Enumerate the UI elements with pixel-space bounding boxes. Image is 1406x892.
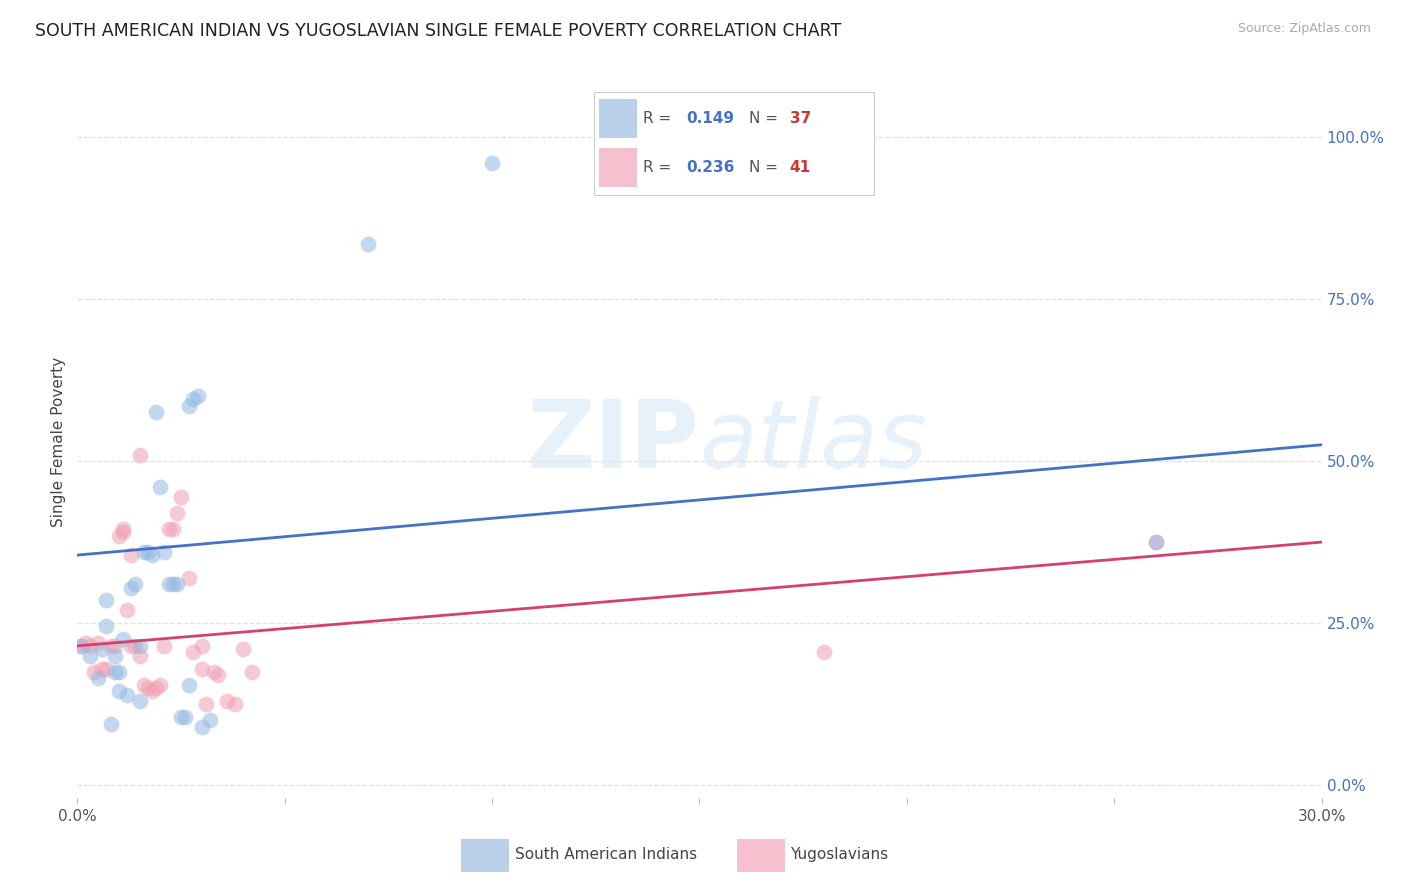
Point <box>162 577 184 591</box>
Point <box>240 665 263 679</box>
Point <box>191 662 214 676</box>
Point <box>174 710 197 724</box>
Point <box>813 645 835 659</box>
Point <box>132 545 155 559</box>
Text: atlas: atlas <box>700 396 928 487</box>
Point <box>96 662 118 676</box>
Point <box>100 639 122 653</box>
Point <box>136 681 159 695</box>
Point <box>162 522 184 536</box>
Point <box>179 399 201 413</box>
Point <box>481 155 503 169</box>
FancyBboxPatch shape <box>461 838 509 871</box>
Point <box>75 635 97 649</box>
Point <box>87 635 110 649</box>
Point <box>91 642 114 657</box>
Point <box>120 639 142 653</box>
FancyBboxPatch shape <box>737 838 785 871</box>
Point <box>128 639 150 653</box>
Point <box>194 698 217 712</box>
Text: South American Indians: South American Indians <box>515 847 697 862</box>
Point <box>157 522 180 536</box>
Point <box>120 548 142 562</box>
Point <box>120 581 142 595</box>
Point <box>104 639 127 653</box>
Point <box>108 665 131 679</box>
Point <box>115 688 138 702</box>
Point <box>91 662 114 676</box>
Point <box>145 681 167 695</box>
Point <box>128 448 150 462</box>
Point <box>115 603 138 617</box>
Point <box>87 671 110 685</box>
Point <box>149 480 172 494</box>
Point <box>141 548 163 562</box>
Point <box>191 720 214 734</box>
Point <box>191 639 214 653</box>
Point <box>128 648 150 663</box>
Point <box>183 392 205 407</box>
Point <box>198 714 221 728</box>
Point <box>136 545 159 559</box>
Point <box>202 665 225 679</box>
Point <box>179 571 201 585</box>
Point <box>153 639 176 653</box>
Point <box>124 639 146 653</box>
Point <box>1144 535 1167 549</box>
Point <box>111 632 134 647</box>
Point <box>157 577 180 591</box>
Point <box>108 684 131 698</box>
Point <box>124 577 146 591</box>
Point <box>170 490 193 504</box>
Text: Source: ZipAtlas.com: Source: ZipAtlas.com <box>1237 22 1371 36</box>
Point <box>232 642 254 657</box>
Point <box>79 648 101 663</box>
Point <box>141 684 163 698</box>
Point <box>111 522 134 536</box>
Point <box>111 525 134 540</box>
Point <box>132 678 155 692</box>
Point <box>96 619 118 633</box>
Point <box>153 545 176 559</box>
Point <box>166 506 188 520</box>
Point <box>104 648 127 663</box>
Point <box>207 668 229 682</box>
Text: ZIP: ZIP <box>527 395 700 488</box>
Point <box>108 528 131 542</box>
Point <box>128 694 150 708</box>
Point <box>104 665 127 679</box>
Point <box>145 405 167 419</box>
Point <box>179 678 201 692</box>
Point <box>70 639 93 653</box>
Point <box>1144 535 1167 549</box>
Point <box>96 593 118 607</box>
Point <box>224 698 246 712</box>
Point <box>215 694 238 708</box>
Text: SOUTH AMERICAN INDIAN VS YUGOSLAVIAN SINGLE FEMALE POVERTY CORRELATION CHART: SOUTH AMERICAN INDIAN VS YUGOSLAVIAN SIN… <box>35 22 841 40</box>
Point <box>70 639 93 653</box>
Point <box>83 665 105 679</box>
Point <box>183 645 205 659</box>
Text: Yugoslavians: Yugoslavians <box>790 847 889 862</box>
Point <box>357 236 380 251</box>
Point <box>149 678 172 692</box>
Y-axis label: Single Female Poverty: Single Female Poverty <box>51 357 66 526</box>
Point <box>79 639 101 653</box>
Point <box>166 577 188 591</box>
Point <box>170 710 193 724</box>
Point <box>100 716 122 731</box>
Point <box>187 389 209 403</box>
